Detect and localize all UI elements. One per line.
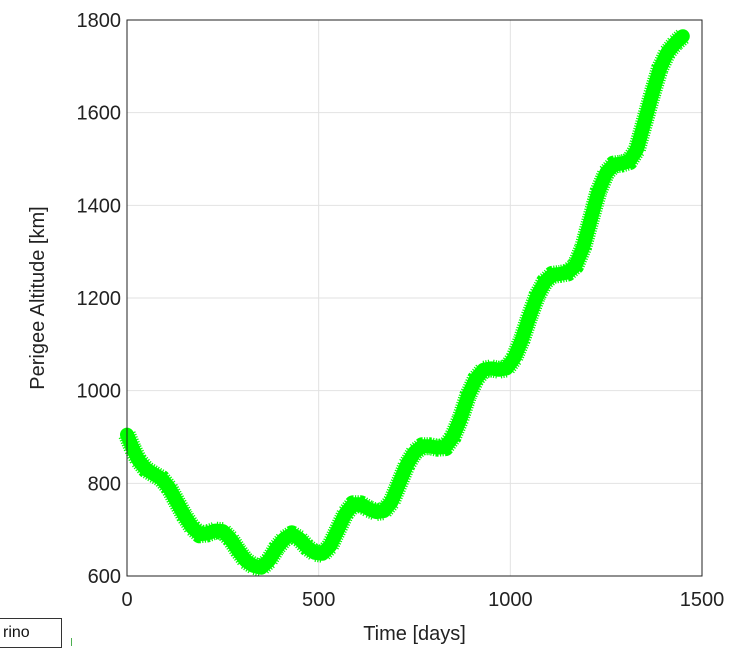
series-layer bbox=[118, 29, 690, 577]
x-tick-label: 1000 bbox=[488, 589, 533, 611]
tick-labels: 0 500 1000 1500 600 800 1000 1200 1400 1600 1800 bbox=[77, 10, 725, 611]
series-line-jitter bbox=[118, 29, 689, 577]
cropped-label-text: rino bbox=[3, 624, 30, 641]
cropped-mark bbox=[71, 638, 72, 646]
y-tick-label: 1000 bbox=[77, 381, 122, 403]
x-tick-label: 500 bbox=[302, 589, 335, 611]
y-tick-label: 1400 bbox=[77, 195, 122, 217]
y-tick-label: 1800 bbox=[77, 10, 122, 32]
x-tick-label: 1500 bbox=[680, 589, 725, 611]
y-tick-label: 1600 bbox=[77, 103, 122, 125]
y-tick-label: 1200 bbox=[77, 288, 122, 310]
y-tick-label: 600 bbox=[88, 566, 121, 588]
plot-frame bbox=[126, 19, 703, 577]
x-axis-label: Time [days] bbox=[363, 623, 466, 645]
y-tick-label: 800 bbox=[88, 473, 121, 495]
y-axis-label: Perigee Altitude [km] bbox=[27, 206, 49, 389]
x-tick-label: 0 bbox=[121, 589, 132, 611]
cropped-label-box: rino bbox=[0, 618, 62, 648]
